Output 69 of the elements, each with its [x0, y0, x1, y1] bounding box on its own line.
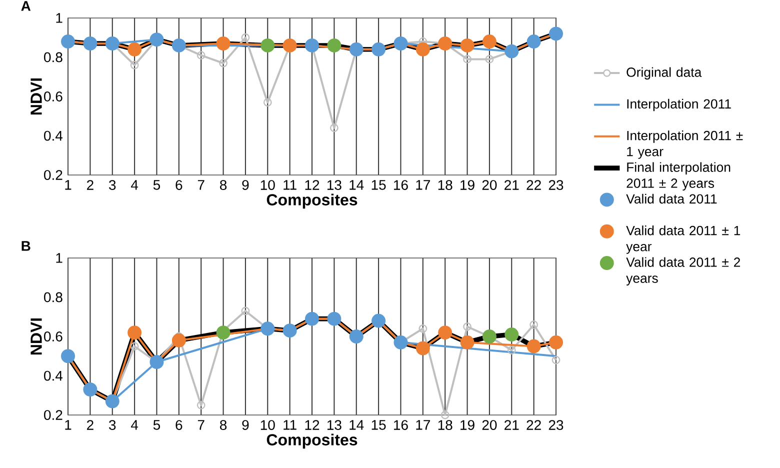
legend-label: Interpolation 2011 ± 1 year: [627, 130, 743, 159]
y-axis-title: NDVI: [30, 78, 42, 115]
x-tick-label: 4: [130, 420, 138, 430]
x-tick-label: 1: [65, 180, 72, 190]
legend-label: Valid data 2011: [626, 194, 717, 204]
x-tick-label: 21: [504, 180, 519, 190]
y-tick-label: 0.8: [44, 52, 62, 62]
y-tick-label: 1: [56, 253, 62, 263]
legend-label: Valid data 2011 ± 2 years: [626, 257, 740, 286]
x-tick-label: 4: [130, 180, 138, 190]
x-tick-label: 22: [526, 420, 541, 430]
x-tick-label: 11: [284, 180, 296, 190]
x-tick-label: 17: [416, 420, 430, 430]
x-tick-label: 1: [65, 420, 72, 430]
x-axis-title: Composites: [266, 194, 358, 209]
x-tick-label: 22: [526, 180, 541, 190]
x-tick-label: 2: [86, 420, 94, 430]
chart-title: A: [21, 1, 31, 11]
y-tick-label: 0.4: [44, 130, 63, 141]
x-axis-title: Composites: [266, 434, 358, 449]
x-tick-label: 23: [548, 180, 564, 190]
x-tick-label: 20: [482, 420, 497, 430]
x-tick-label: 18: [438, 180, 452, 190]
x-tick-label: 2: [86, 180, 94, 190]
legend-label: Interpolation 2011: [627, 98, 731, 112]
x-tick-label: 3: [109, 420, 116, 430]
x-tick-label: 19: [460, 180, 474, 190]
x-tick-label: 19: [460, 420, 474, 430]
x-tick-label: 6: [176, 420, 182, 430]
x-tick-label: 21: [504, 420, 519, 430]
x-tick-label: 5: [153, 180, 160, 190]
y-tick-label: 0.6: [44, 92, 62, 102]
x-tick-label: 7: [198, 420, 204, 430]
x-tick-label: 23: [548, 420, 564, 430]
x-tick-label: 15: [372, 420, 386, 430]
y-tick-label: 0.6: [44, 332, 62, 342]
x-tick-label: 18: [438, 420, 452, 430]
legend-label: Original data: [626, 67, 702, 80]
x-tick-label: 8: [220, 180, 227, 190]
y-tick-label: 0.2: [44, 410, 62, 420]
x-tick-label: 13: [327, 420, 342, 430]
x-tick-label: 12: [305, 420, 320, 430]
y-tick-label: 0.4: [44, 370, 63, 381]
x-tick-label: 16: [394, 420, 408, 430]
x-tick-label: 10: [260, 420, 275, 430]
x-tick-label: 17: [416, 180, 430, 190]
x-tick-label: 8: [220, 420, 227, 430]
y-tick-label: 1: [56, 13, 62, 23]
x-tick-label: 16: [394, 180, 408, 190]
x-tick-label: 5: [153, 420, 160, 430]
x-tick-label: 11: [284, 420, 296, 430]
chart-title: B: [22, 241, 30, 251]
x-tick-label: 14: [350, 420, 364, 430]
x-tick-label: 14: [350, 180, 364, 190]
x-tick-label: 10: [260, 180, 275, 190]
x-tick-label: 9: [242, 420, 249, 430]
y-tick-label: 0.2: [44, 170, 62, 180]
x-tick-label: 7: [198, 180, 204, 190]
x-tick-label: 13: [327, 180, 342, 190]
y-tick-label: 0.8: [44, 292, 62, 302]
x-tick-label: 15: [372, 180, 386, 190]
x-tick-label: 6: [176, 180, 182, 190]
x-tick-label: 3: [109, 180, 116, 190]
legend-label: Final interpolation 2011 ± 2 years: [626, 162, 730, 191]
x-tick-label: 12: [305, 180, 320, 190]
x-tick-label: 20: [482, 180, 497, 190]
y-axis-title: NDVI: [30, 318, 42, 355]
legend-label: Valid data 2011 ± 1 year: [626, 226, 740, 254]
x-tick-label: 9: [242, 180, 249, 190]
